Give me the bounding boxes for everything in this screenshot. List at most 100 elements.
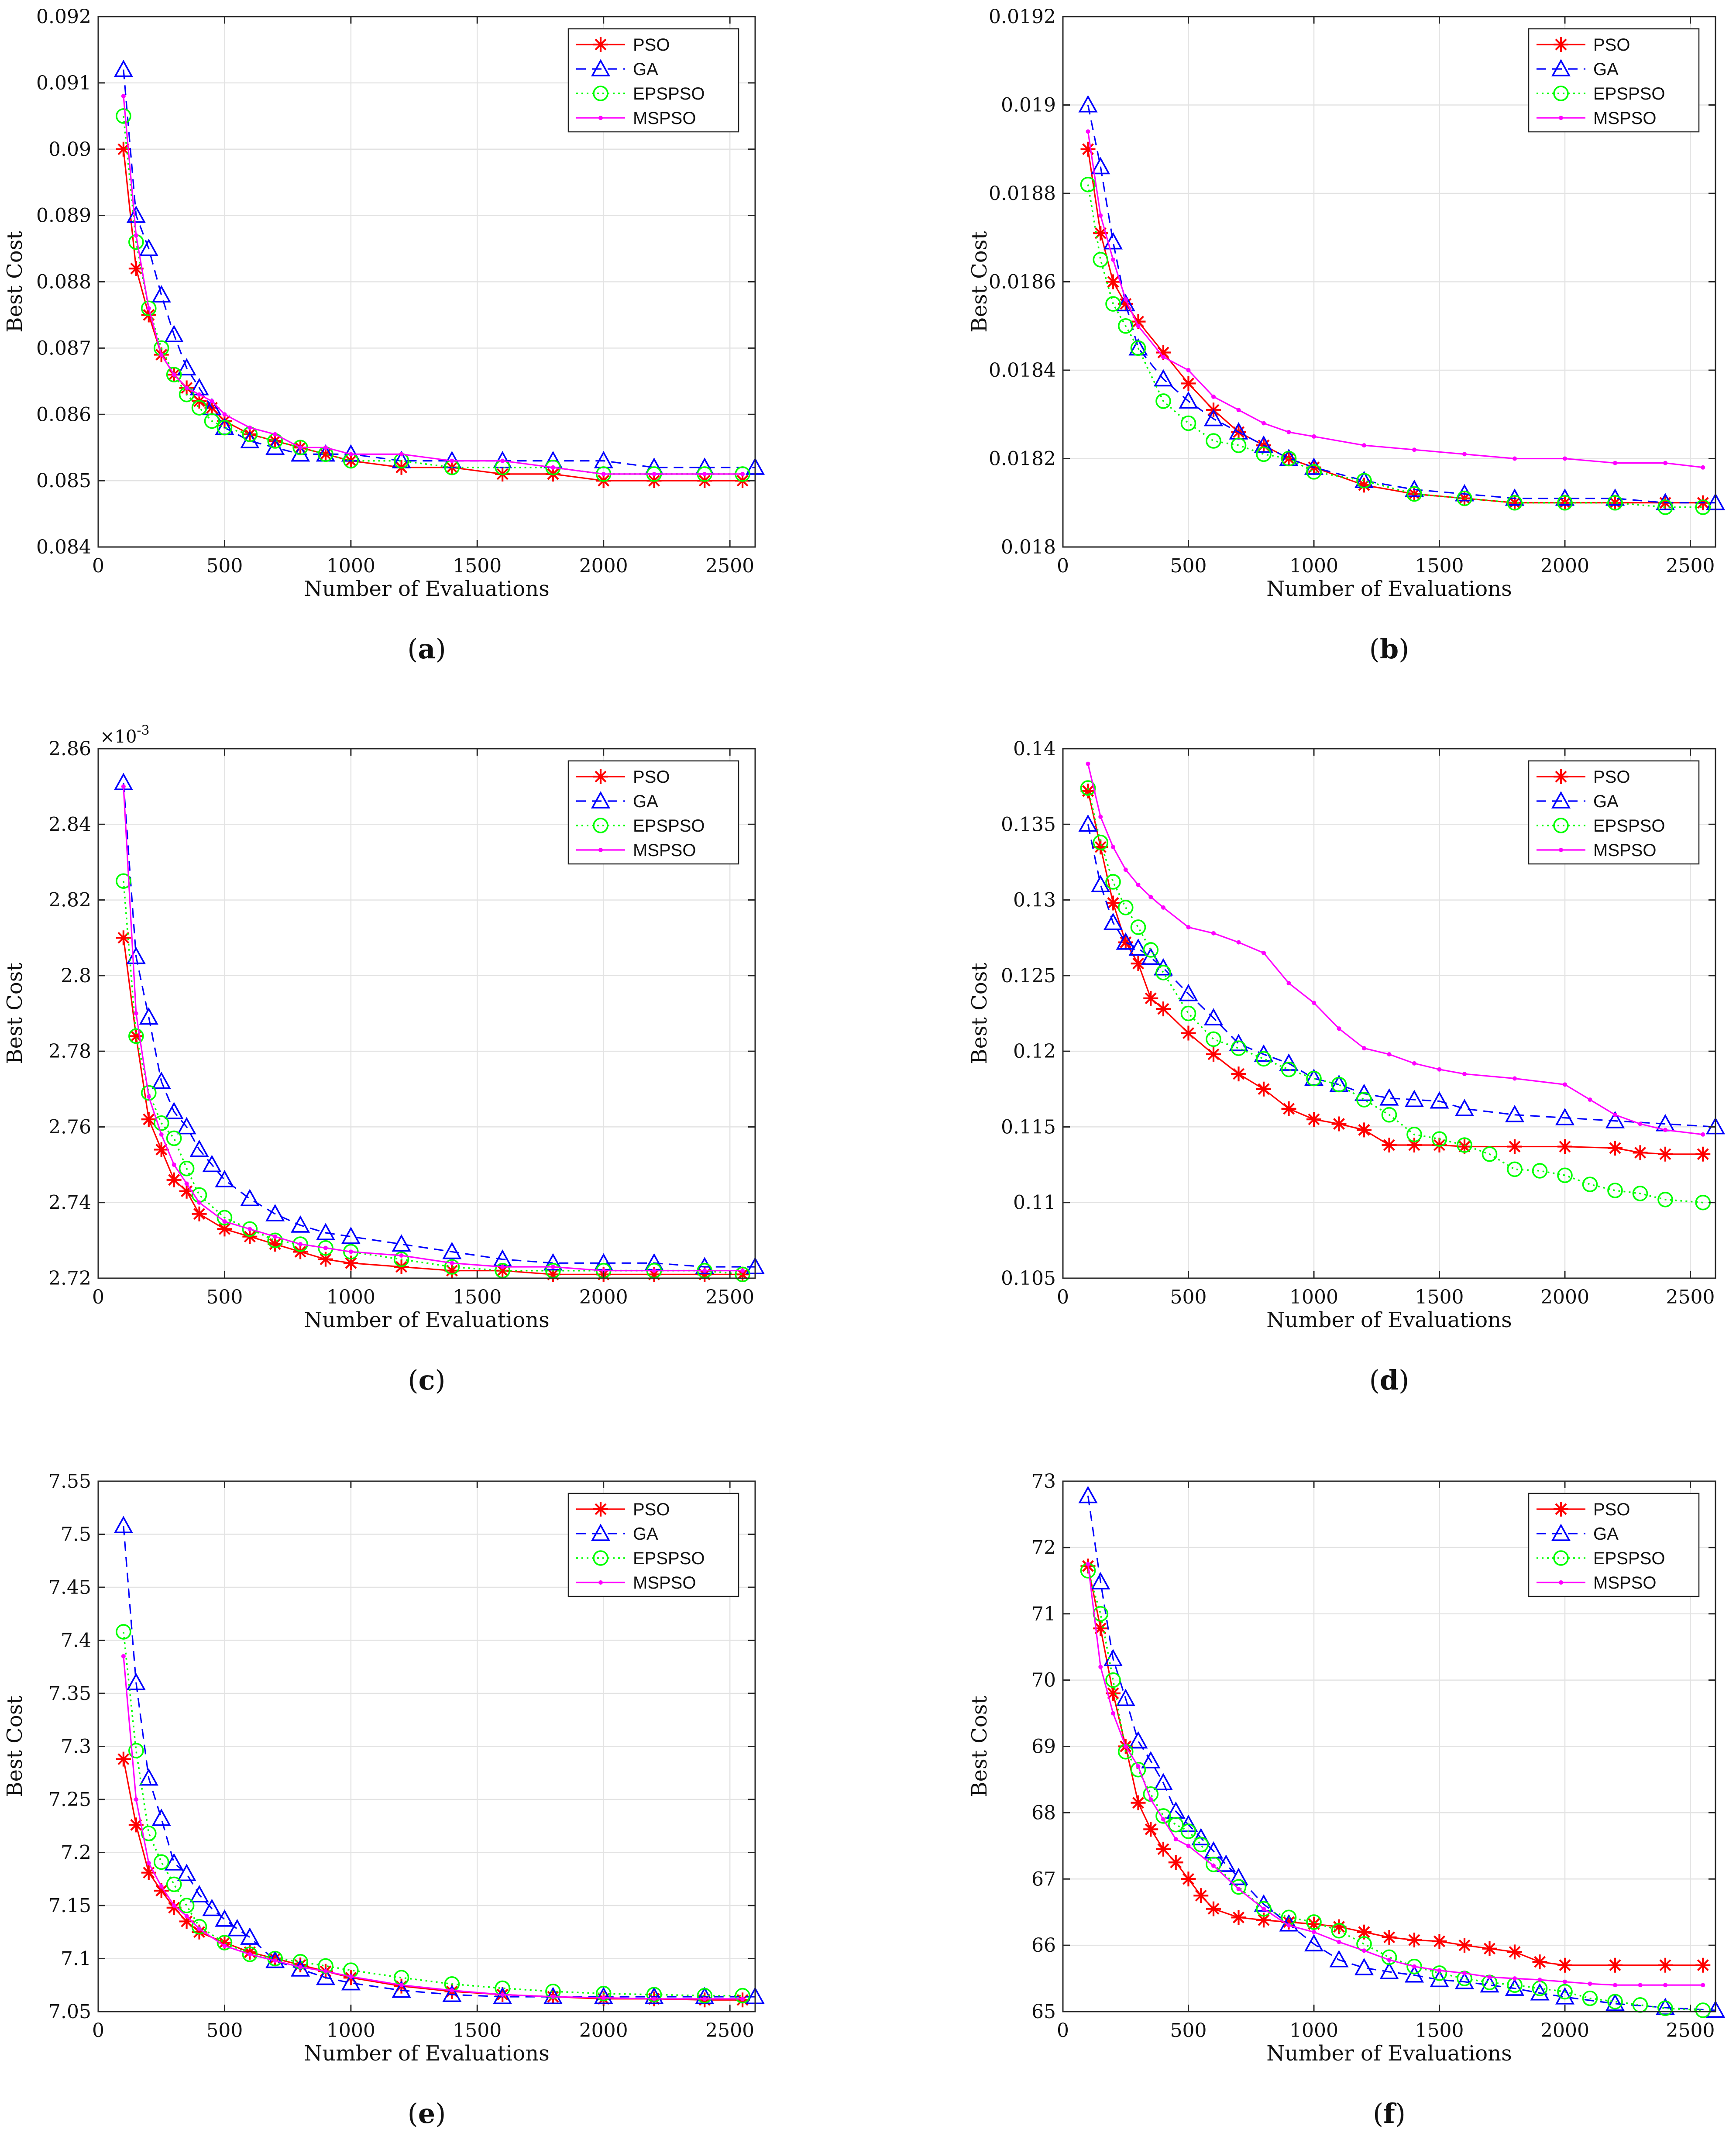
series-line-mspso: [1087, 131, 1703, 468]
data-point-mspso: [1437, 1067, 1442, 1072]
data-point-epspso: [1331, 1923, 1347, 1939]
data-point-mspso: [1563, 1979, 1567, 1984]
data-point-mspso: [146, 306, 151, 311]
data-point-mspso: [1588, 1981, 1592, 1986]
data-point-mspso: [273, 432, 278, 437]
data-point-pso: [1281, 1914, 1296, 1930]
data-point-pso: [1457, 491, 1472, 506]
data-point-mspso: [121, 784, 126, 789]
legend-item-ga: GA: [576, 791, 658, 811]
data-point-mspso: [273, 1234, 278, 1239]
data-point-epspso: [1632, 1186, 1648, 1201]
legend-item-epspso: EPSPSO: [1537, 1549, 1665, 1568]
y-tick-label: 0.125: [1001, 965, 1056, 987]
legend-item-epspso: EPSPSO: [1537, 84, 1665, 103]
data-point-pso: [1357, 1122, 1372, 1138]
data-point-mspso: [172, 1163, 176, 1167]
data-point-epspso: [1356, 1092, 1372, 1108]
data-point-epspso: [1130, 919, 1146, 935]
x-tick-label: 1500: [1415, 555, 1464, 577]
data-point-mspso: [500, 1992, 505, 1997]
data-point-ga: [1078, 814, 1098, 832]
data-point-mspso: [1663, 1983, 1667, 1988]
data-point-ga: [189, 1139, 209, 1157]
data-point-ga: [1555, 1987, 1575, 2005]
legend-marker: [1551, 59, 1571, 76]
x-tick-label: 1000: [327, 2019, 375, 2042]
data-point-mspso: [184, 385, 189, 390]
x-tick-label: 2500: [705, 2019, 754, 2042]
y-tick-label: 70: [1031, 1669, 1056, 1692]
legend-item-ga: GA: [1537, 59, 1619, 79]
data-point-mspso: [1312, 434, 1316, 439]
data-point-ga: [1216, 1854, 1236, 1872]
data-point-ga: [392, 1980, 411, 1998]
data-point-epspso: [292, 1236, 308, 1252]
data-point-mspso: [550, 465, 555, 470]
x-tick-label: 1500: [1415, 1286, 1464, 1308]
legend-marker: [1554, 1502, 1568, 1517]
legend-item-pso: PSO: [576, 767, 670, 787]
data-point-ga: [594, 1987, 613, 2004]
data-point-mspso: [1111, 257, 1115, 262]
y-tick-label: 0.088: [36, 271, 91, 293]
y-tick-label: 67: [1031, 1868, 1056, 1890]
legend-item-epspso: EPSPSO: [576, 1549, 705, 1568]
data-point-epspso: [1105, 296, 1121, 312]
data-point-mspso: [348, 452, 353, 457]
data-point-mspso: [172, 372, 176, 377]
data-point-mspso: [1362, 1046, 1366, 1051]
data-point-pso: [1106, 1686, 1121, 1701]
data-point-ga: [1279, 1053, 1299, 1071]
data-point-pso: [545, 1267, 560, 1282]
data-point-pso: [1382, 1138, 1397, 1153]
data-point-pso: [268, 1237, 283, 1252]
data-point-epspso: [141, 300, 157, 316]
data-point-ga: [1530, 1983, 1550, 2001]
data-point-epspso: [1607, 1183, 1623, 1198]
data-point-mspso: [248, 1227, 252, 1231]
data-point-mspso: [121, 94, 126, 99]
data-point-pso: [116, 1751, 131, 1767]
data-point-mspso: [500, 1265, 505, 1269]
data-point-mspso: [1262, 1906, 1266, 1911]
legend-marker: [1551, 1524, 1571, 1541]
data-point-mspso: [248, 1952, 252, 1957]
data-point-mspso: [740, 471, 745, 476]
data-point-epspso: [267, 1232, 283, 1249]
data-point-mspso: [601, 1995, 606, 2000]
y-tick-label: 65: [1031, 2001, 1056, 2023]
data-point-mspso: [1123, 297, 1128, 302]
data-point-mspso: [652, 471, 657, 476]
data-point-mspso: [1613, 1983, 1617, 1988]
series-line-pso: [1087, 1566, 1703, 1966]
data-point-mspso: [323, 1245, 328, 1250]
data-point-mspso: [222, 1943, 227, 1948]
data-point-mspso: [222, 412, 227, 417]
data-point-pso: [1695, 1957, 1711, 1973]
data-point-pso: [1231, 1066, 1246, 1082]
data-point-epspso: [1281, 451, 1297, 467]
data-point-pso: [154, 1883, 169, 1898]
data-point-ga: [1454, 1971, 1475, 1989]
data-point-epspso: [1406, 486, 1422, 502]
y-tick-label: 0.0182: [989, 448, 1056, 470]
data-point-ga: [151, 1071, 171, 1089]
series-group: [1078, 761, 1725, 1211]
data-point-mspso: [1123, 867, 1128, 872]
data-point-mspso: [197, 392, 202, 397]
data-point-mspso: [1136, 882, 1141, 887]
data-point-epspso: [1695, 2002, 1711, 2018]
chart-panel-d: 0 500 1000 1500 2000 2500 0.105 0.11 0.115 0.12 0.…: [967, 738, 1725, 1332]
data-point-pso: [1331, 1116, 1347, 1132]
data-point-mspso: [399, 1253, 404, 1258]
data-point-mspso: [1123, 1744, 1128, 1749]
data-point-pso: [1093, 226, 1108, 241]
data-point-mspso: [348, 1974, 353, 1979]
data-point-ga: [1203, 1008, 1224, 1025]
data-point-mspso: [298, 445, 303, 450]
data-point-mspso: [159, 1132, 164, 1137]
data-point-epspso: [1381, 1107, 1397, 1123]
data-point-pso: [1608, 1140, 1623, 1156]
data-point-mspso: [702, 1268, 707, 1273]
